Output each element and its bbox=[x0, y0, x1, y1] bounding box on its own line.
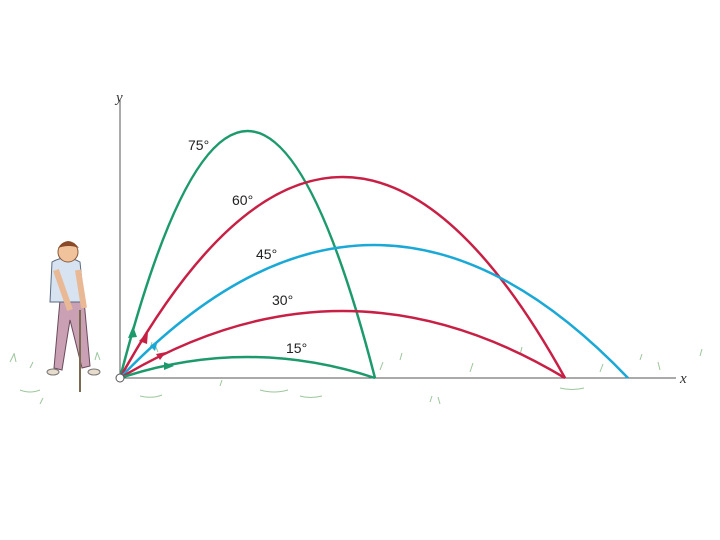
angle-label: 75° bbox=[188, 137, 209, 153]
golfer bbox=[46, 241, 101, 392]
arrow-60 bbox=[139, 332, 148, 344]
angle-label: 60° bbox=[232, 192, 253, 208]
arrow-15 bbox=[164, 362, 174, 370]
angle-label: 15° bbox=[286, 340, 307, 356]
trajectories bbox=[118, 129, 629, 380]
trajectory-15 bbox=[119, 355, 376, 380]
trajectory-75 bbox=[118, 129, 377, 379]
arrow-30 bbox=[156, 352, 166, 360]
velocity-arrows bbox=[128, 326, 174, 370]
angle-label: 30° bbox=[272, 292, 293, 308]
y-axis-label: y bbox=[114, 90, 123, 106]
x-axis-label: x bbox=[679, 371, 687, 387]
arrow-45 bbox=[150, 340, 158, 351]
ball bbox=[115, 373, 125, 383]
arrow-75 bbox=[128, 326, 137, 338]
trajectory-45 bbox=[119, 243, 629, 379]
angle-label: 45° bbox=[256, 246, 277, 262]
trajectory-30 bbox=[119, 309, 566, 380]
